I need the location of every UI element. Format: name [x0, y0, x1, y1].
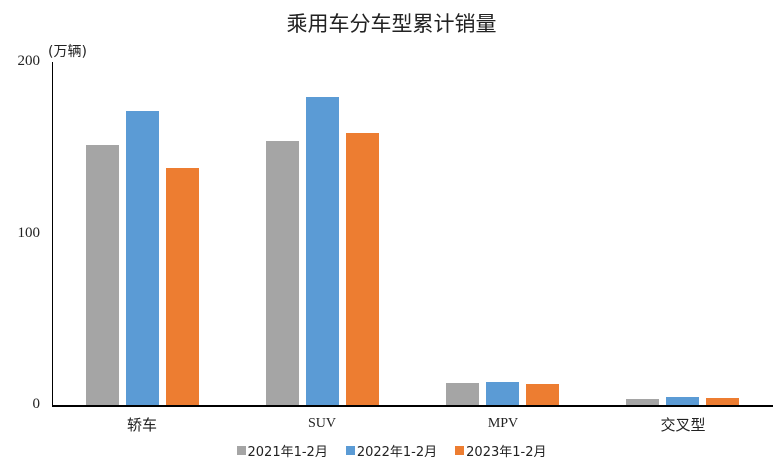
legend: 2021年1-2月 2022年1-2月 2023年1-2月	[0, 441, 783, 460]
bar-1-2	[346, 133, 379, 405]
bar-2-0	[446, 383, 479, 405]
bar-0-0	[86, 145, 119, 405]
legend-item: 2022年1-2月	[345, 441, 438, 460]
bar-2-1	[486, 382, 519, 405]
bar-3-0	[626, 399, 659, 405]
legend-label: 2021年1-2月	[247, 445, 328, 460]
y-tick-100: 100	[17, 225, 41, 241]
y-axis-unit: (万辆)	[48, 44, 87, 60]
y-tick-200: 200	[17, 53, 41, 69]
legend-item: 2023年1-2月	[455, 441, 546, 460]
bar-2-2	[526, 384, 559, 405]
bar-0-1	[126, 111, 159, 405]
y-tick-0: 0	[32, 396, 41, 412]
legend-label: 2023年1-2月	[466, 445, 547, 460]
bar-0-2	[166, 168, 199, 405]
bar-3-1	[666, 397, 699, 405]
y-axis-line	[52, 62, 53, 405]
bar-3-2	[706, 398, 739, 405]
legend-item: 2021年1-2月	[236, 441, 328, 460]
legend-swatch-icon	[236, 446, 246, 455]
x-tick-label: 轿车	[126, 416, 157, 434]
bar-1-1	[306, 97, 339, 405]
legend-label: 2022年1-2月	[356, 445, 438, 460]
x-tick-label: MPV	[487, 416, 519, 431]
x-tick-label: 交叉型	[660, 416, 706, 434]
x-axis-line	[52, 405, 773, 407]
legend-swatch-icon	[345, 446, 355, 455]
bar-1-0	[266, 141, 299, 405]
x-tick-label: SUV	[307, 416, 336, 431]
legend-swatch-icon	[455, 446, 465, 455]
chart-title: 乘用车分车型累计销量	[286, 12, 497, 36]
